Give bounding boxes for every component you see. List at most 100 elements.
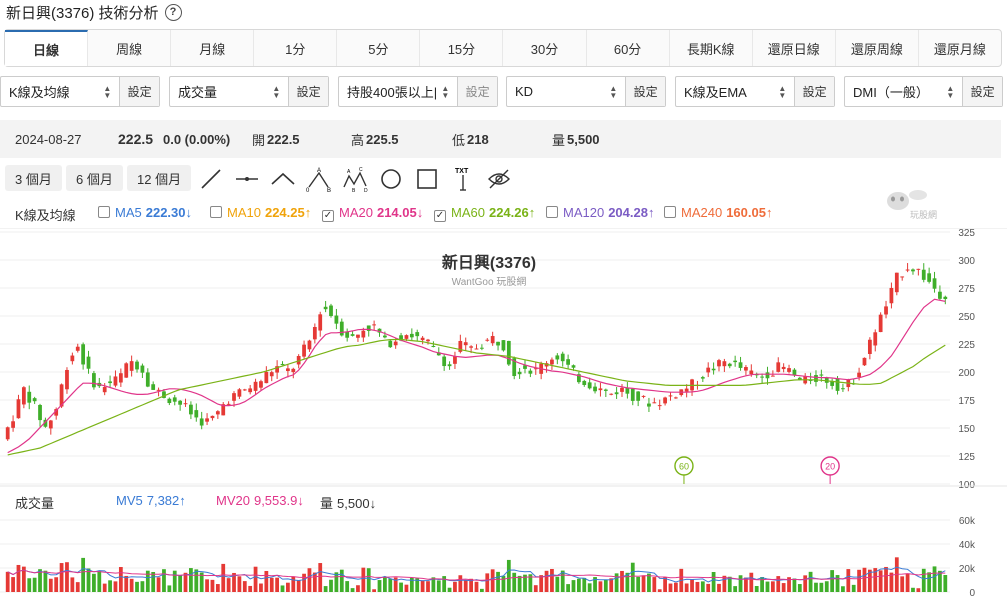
volume-bar [345,581,350,592]
tab-9[interactable]: 還原日線 [753,30,836,66]
rectangle-tool-icon[interactable] [414,166,440,192]
candle-body [372,324,377,326]
vol-value: 5,500 [567,131,600,147]
settings-button[interactable]: 設定 [457,77,497,106]
tab-5[interactable]: 15分 [420,30,504,66]
abc-pattern-icon[interactable]: 0 A B [306,166,332,192]
period-6m-button[interactable]: 6 個月 [66,165,123,191]
candle-body [296,356,301,365]
candle-body [81,344,86,365]
volume-bar [878,570,883,592]
candle-body [582,380,587,385]
indicator-select-4[interactable]: K線及EMA ▲ ▼ [676,77,794,106]
ma-item-ma20[interactable]: ✓ MA20 214.05↓ [322,205,423,222]
settings-button[interactable]: 設定 [962,77,1002,106]
ma-checkbox[interactable] [546,206,558,218]
period-12m-button[interactable]: 12 個月 [127,165,192,191]
volume-bar [797,584,802,592]
candle-body [431,345,436,347]
candle-body [889,287,894,304]
candle-body [814,375,818,382]
tab-1[interactable]: 周線 [88,30,172,66]
timeframe-tabs: 日線 周線 月線 1分 5分 15分 30分 60分 長期K線 還原日線 還原周線 還原月線 [4,29,1002,67]
candle-body [760,376,764,378]
indicator-select-2[interactable]: 持股400張以上| ▲ ▼ [339,77,457,106]
indicator-select-3[interactable]: KD ▲ ▼ [507,77,625,106]
volume-bar [426,581,430,592]
candle-body [517,371,522,375]
candle-body [576,374,581,383]
ma-checkbox[interactable] [210,206,222,218]
settings-button[interactable]: 設定 [288,77,328,106]
volume-bar [237,576,242,592]
tab-10[interactable]: 還原周線 [836,30,919,66]
tab-3[interactable]: 1分 [254,30,338,66]
ma-checkbox[interactable] [98,206,110,218]
period-3m-button[interactable]: 3 個月 [5,165,62,191]
tab-6[interactable]: 30分 [503,30,587,66]
peak-line-icon[interactable] [270,166,296,192]
tab-4[interactable]: 5分 [337,30,421,66]
volume-bar [830,570,835,592]
candle-body [636,391,641,401]
ma-checkbox[interactable]: ✓ [322,210,334,222]
volume-bar [717,583,721,592]
volume-bar [226,578,231,592]
question-circle-icon[interactable]: ? [164,3,182,21]
indicator-select-5[interactable]: DMI（一般） ▲ ▼ [845,77,962,106]
candle-body [156,389,161,391]
indicator-select-group-1: 成交量 ▲ ▼ 設定 [169,76,329,107]
quote-date: 2024-08-27 [15,131,82,147]
volume-bar [517,575,522,592]
candle-body [652,402,657,404]
abcd-pattern-icon[interactable]: A C B D [342,166,368,192]
candle-body [550,359,554,365]
indicator-select-1[interactable]: 成交量 ▲ ▼ [170,77,288,106]
volume-bar [760,577,764,592]
ma-item-ma10[interactable]: MA10 224.25↑ [210,205,311,220]
settings-button[interactable]: 設定 [794,77,834,106]
candle-body [458,340,463,352]
ma-item-ma5[interactable]: MA5 222.30↓ [98,205,192,220]
volume-bar [280,585,285,592]
hide-icon[interactable] [486,166,512,192]
ma-checkbox[interactable] [664,206,676,218]
line-tool-icon[interactable] [198,166,224,192]
volume-bar [248,585,253,592]
candle-body [943,296,948,300]
wantgoo-logo: 玩股網 [887,190,937,220]
volume-bar [738,575,743,592]
settings-button[interactable]: 設定 [625,77,665,106]
volume-bar [415,578,420,592]
volume-bar [744,577,748,592]
candle-body [641,395,646,397]
vol-tick-label: 20k [959,564,976,575]
settings-button[interactable]: 設定 [119,77,159,106]
candle-body [571,365,576,368]
price-chart[interactable]: 325 300 275 250 225 200 175 150 125 100 新日興(3376) W… [0,228,1007,490]
horizontal-line-icon[interactable] [234,166,260,192]
indicator-select-0[interactable]: K線及均線 ▲ ▼ [1,77,119,106]
candle-body [345,332,350,338]
ma-checkbox[interactable]: ✓ [434,210,446,222]
circle-tool-icon[interactable] [378,166,404,192]
volume-bar [97,570,102,592]
volume-chart[interactable]: 60k 40k 20k 0 [0,512,1007,605]
ma-item-ma240[interactable]: MA240 160.05↑ [664,205,772,220]
tab-11[interactable]: 還原月線 [933,41,986,57]
candle-body [167,398,172,404]
tab-0[interactable]: 日線 [5,30,89,66]
ma-value: 214.05 [376,205,417,220]
volume-bar [140,581,145,592]
volume-bar [167,585,172,592]
tab-8[interactable]: 長期K線 [670,30,753,66]
tab-7[interactable]: 60分 [587,30,670,66]
candle-body [383,335,387,338]
ma-item-ma60[interactable]: ✓ MA60 224.26↑ [434,205,535,222]
ma-item-ma120[interactable]: MA120 204.28↑ [546,205,654,220]
text-tool-icon[interactable]: TXT [450,166,476,192]
tab-2[interactable]: 月線 [171,30,255,66]
candle-body [38,404,42,421]
ma-direction: ↑ [765,205,773,220]
volume-bar [431,577,436,592]
